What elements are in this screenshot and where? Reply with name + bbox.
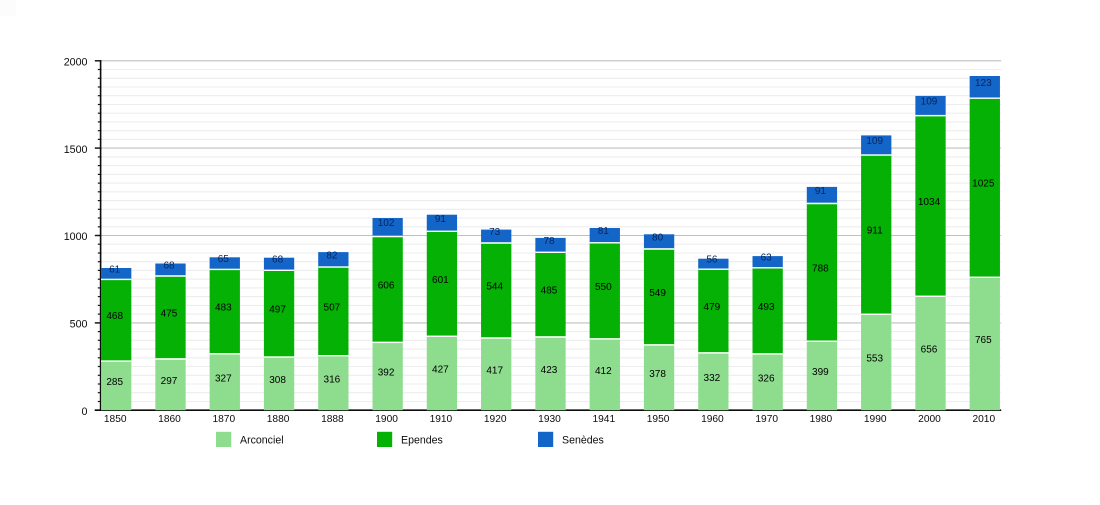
svg-text:544: 544 bbox=[486, 282, 503, 293]
svg-text:91: 91 bbox=[435, 214, 447, 225]
svg-text:1000: 1000 bbox=[64, 231, 88, 243]
svg-text:80: 80 bbox=[652, 232, 664, 243]
svg-text:2000: 2000 bbox=[918, 414, 941, 425]
svg-text:308: 308 bbox=[269, 375, 286, 386]
svg-text:507: 507 bbox=[324, 302, 341, 313]
svg-text:392: 392 bbox=[378, 368, 395, 379]
svg-text:1960: 1960 bbox=[701, 414, 724, 425]
svg-text:483: 483 bbox=[215, 303, 232, 314]
svg-text:109: 109 bbox=[921, 97, 938, 108]
svg-text:82: 82 bbox=[326, 250, 338, 261]
svg-text:399: 399 bbox=[812, 367, 829, 378]
svg-text:1034: 1034 bbox=[918, 197, 941, 208]
svg-text:1850: 1850 bbox=[104, 414, 127, 425]
svg-text:1950: 1950 bbox=[647, 414, 670, 425]
svg-text:423: 423 bbox=[541, 365, 558, 376]
svg-text:73: 73 bbox=[489, 227, 501, 238]
svg-text:1860: 1860 bbox=[158, 414, 181, 425]
svg-text:475: 475 bbox=[161, 309, 178, 320]
svg-text:2010: 2010 bbox=[972, 414, 995, 425]
svg-text:378: 378 bbox=[649, 369, 666, 380]
svg-text:332: 332 bbox=[704, 373, 721, 384]
svg-text:500: 500 bbox=[70, 319, 88, 331]
svg-text:297: 297 bbox=[161, 376, 178, 387]
svg-text:81: 81 bbox=[598, 226, 610, 237]
svg-text:1880: 1880 bbox=[267, 414, 290, 425]
svg-text:1990: 1990 bbox=[864, 414, 887, 425]
svg-text:Ependes: Ependes bbox=[401, 434, 443, 446]
svg-text:109: 109 bbox=[866, 136, 883, 147]
svg-text:553: 553 bbox=[866, 354, 883, 365]
svg-text:123: 123 bbox=[975, 78, 992, 89]
svg-text:1900: 1900 bbox=[375, 414, 398, 425]
svg-text:78: 78 bbox=[543, 236, 555, 247]
svg-text:479: 479 bbox=[704, 302, 721, 313]
svg-text:1888: 1888 bbox=[321, 414, 344, 425]
svg-text:1500: 1500 bbox=[64, 144, 88, 156]
svg-text:2000: 2000 bbox=[64, 57, 88, 69]
svg-text:656: 656 bbox=[921, 345, 938, 356]
svg-text:549: 549 bbox=[649, 288, 666, 299]
svg-text:1980: 1980 bbox=[810, 414, 833, 425]
svg-text:493: 493 bbox=[758, 302, 775, 313]
svg-text:Arconciel: Arconciel bbox=[240, 434, 284, 446]
svg-text:68: 68 bbox=[163, 261, 175, 272]
svg-text:68: 68 bbox=[272, 255, 284, 266]
svg-text:Senèdes: Senèdes bbox=[562, 434, 604, 446]
svg-text:1910: 1910 bbox=[430, 414, 453, 425]
svg-text:1870: 1870 bbox=[212, 414, 235, 425]
svg-text:285: 285 bbox=[106, 377, 123, 388]
svg-text:550: 550 bbox=[595, 282, 612, 293]
svg-text:0: 0 bbox=[82, 406, 88, 418]
svg-text:601: 601 bbox=[432, 275, 449, 286]
svg-text:1970: 1970 bbox=[755, 414, 778, 425]
svg-text:316: 316 bbox=[324, 374, 341, 385]
svg-text:65: 65 bbox=[218, 254, 230, 265]
svg-text:102: 102 bbox=[378, 218, 395, 229]
svg-text:61: 61 bbox=[109, 264, 121, 275]
svg-text:911: 911 bbox=[867, 226, 883, 237]
svg-text:1941: 1941 bbox=[592, 414, 615, 425]
svg-text:788: 788 bbox=[812, 263, 829, 274]
svg-text:765: 765 bbox=[975, 335, 992, 346]
svg-text:63: 63 bbox=[761, 253, 773, 264]
svg-text:326: 326 bbox=[758, 373, 775, 384]
svg-text:327: 327 bbox=[215, 373, 232, 384]
svg-text:468: 468 bbox=[106, 311, 123, 322]
svg-text:427: 427 bbox=[432, 365, 449, 376]
svg-text:497: 497 bbox=[269, 305, 286, 316]
svg-text:56: 56 bbox=[706, 255, 718, 266]
svg-text:91: 91 bbox=[815, 186, 827, 197]
svg-text:1930: 1930 bbox=[538, 414, 561, 425]
svg-text:417: 417 bbox=[486, 366, 503, 377]
svg-text:1920: 1920 bbox=[484, 414, 507, 425]
svg-text:606: 606 bbox=[378, 281, 395, 292]
svg-text:412: 412 bbox=[595, 366, 612, 377]
svg-text:485: 485 bbox=[541, 286, 558, 297]
svg-text:1025: 1025 bbox=[972, 179, 995, 190]
